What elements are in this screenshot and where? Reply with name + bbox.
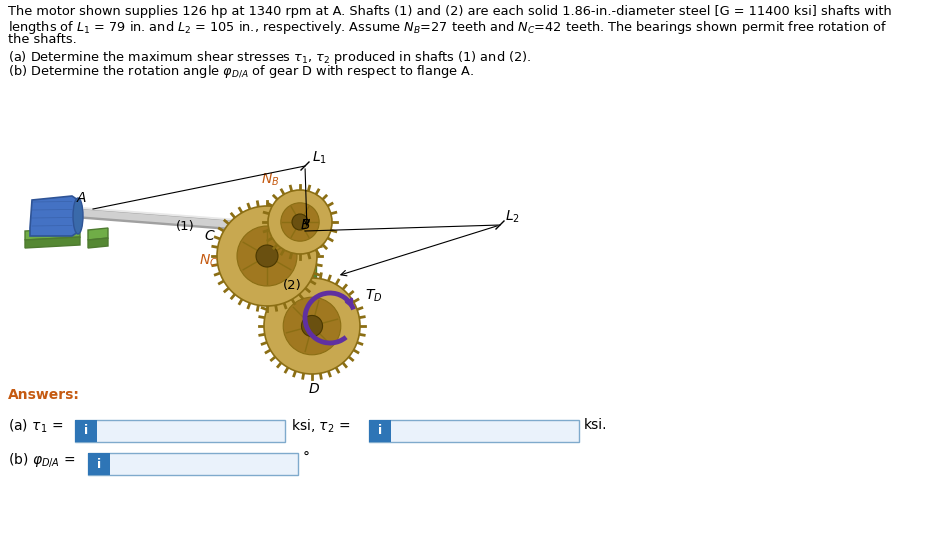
Circle shape (291, 214, 307, 230)
FancyBboxPatch shape (278, 263, 316, 273)
Text: (a) $\tau_1$ =: (a) $\tau_1$ = (8, 418, 63, 435)
Circle shape (237, 226, 297, 286)
Polygon shape (88, 238, 108, 248)
FancyBboxPatch shape (276, 307, 316, 317)
Text: D: D (308, 382, 319, 396)
FancyBboxPatch shape (88, 453, 109, 475)
Text: i: i (97, 458, 101, 470)
FancyBboxPatch shape (88, 453, 298, 475)
Polygon shape (30, 196, 78, 236)
Circle shape (281, 203, 319, 241)
Text: (a) Determine the maximum shear stresses $\tau_1$, $\tau_2$ produced in shafts (: (a) Determine the maximum shear stresses… (8, 49, 530, 66)
Text: ksi.: ksi. (584, 418, 606, 432)
Text: (b) Determine the rotation angle $\varphi_{D/A}$ of gear D with respect to flang: (b) Determine the rotation angle $\varph… (8, 63, 474, 79)
FancyBboxPatch shape (368, 420, 390, 442)
Text: $T_D$: $T_D$ (365, 288, 383, 304)
Text: The motor shown supplies 126 hp at 1340 rpm at A. Shafts (1) and (2) are each so: The motor shown supplies 126 hp at 1340 … (8, 5, 891, 18)
FancyBboxPatch shape (368, 420, 579, 442)
Text: $L_2$: $L_2$ (505, 209, 520, 225)
Polygon shape (25, 228, 80, 240)
Text: (b) $\varphi_{D/A}$ =: (b) $\varphi_{D/A}$ = (8, 451, 75, 469)
Text: $N_C$: $N_C$ (199, 253, 218, 269)
Text: (1): (1) (175, 219, 194, 233)
Text: lengths of $L_1$ = 79 in. and $L_2$ = 105 in., respectively. Assume $N_B$=27 tee: lengths of $L_1$ = 79 in. and $L_2$ = 10… (8, 19, 886, 36)
Text: the shafts.: the shafts. (8, 33, 77, 46)
Text: A: A (76, 191, 86, 205)
Circle shape (268, 190, 331, 254)
Ellipse shape (73, 198, 83, 234)
Text: C: C (204, 229, 213, 243)
Text: B: B (300, 218, 309, 232)
FancyBboxPatch shape (75, 420, 285, 442)
Circle shape (217, 206, 317, 306)
Circle shape (283, 297, 341, 355)
Polygon shape (88, 228, 108, 240)
Text: $L_1$: $L_1$ (311, 150, 327, 166)
Text: Answers:: Answers: (8, 388, 80, 402)
Circle shape (301, 315, 322, 336)
Text: i: i (84, 425, 88, 437)
FancyBboxPatch shape (276, 297, 316, 307)
Circle shape (256, 245, 278, 267)
FancyBboxPatch shape (75, 420, 97, 442)
Polygon shape (25, 237, 80, 248)
Text: °: ° (303, 451, 309, 465)
FancyBboxPatch shape (278, 273, 316, 283)
Text: i: i (378, 425, 382, 437)
Circle shape (264, 278, 360, 374)
Text: ksi, $\tau_2$ =: ksi, $\tau_2$ = (290, 418, 350, 435)
Text: (2): (2) (283, 278, 301, 291)
Text: $N_B$: $N_B$ (261, 172, 279, 188)
